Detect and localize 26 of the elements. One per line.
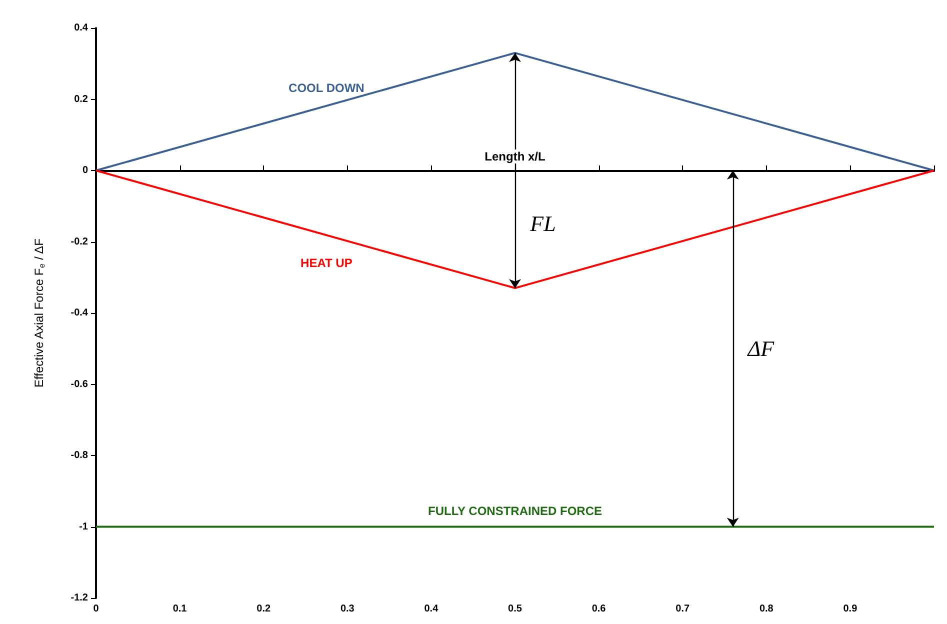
annotation: ΔF bbox=[746, 336, 775, 362]
x-tick-label: 0.8 bbox=[759, 604, 774, 614]
y-tick-label: -0.8 bbox=[70, 450, 88, 461]
y-tick-label: -0.2 bbox=[70, 236, 88, 248]
y-tick-label: 0.4 bbox=[74, 22, 88, 34]
x-tick-label: 0.1 bbox=[172, 604, 188, 614]
series-label: HEAT UP bbox=[300, 256, 352, 270]
x-tick-label: 0.9 bbox=[843, 604, 858, 614]
x-tick-label: 0.4 bbox=[424, 604, 439, 614]
x-tick-label: 0.7 bbox=[676, 604, 690, 614]
y-tick-label: -1 bbox=[79, 521, 88, 532]
y-tick-label: 0.2 bbox=[74, 94, 88, 105]
y-tick-label: -1.2 bbox=[70, 592, 88, 604]
x-tick-label: 0.5 bbox=[508, 604, 522, 614]
y-tick-label: 0 bbox=[82, 165, 88, 176]
y-tick-label: -0.4 bbox=[70, 308, 88, 318]
x-tick-label: 0.3 bbox=[340, 604, 355, 614]
x-tick-label: 0.6 bbox=[592, 604, 606, 614]
y-axis-title: Effective Axial Force Fe / ΔF bbox=[32, 238, 46, 388]
x-axis-title: Length x/L bbox=[484, 150, 546, 164]
series-label: FULLY CONSTRAINED FORCE bbox=[428, 504, 602, 518]
x-tick-label: 0.2 bbox=[256, 604, 271, 614]
series-label: COOL DOWN bbox=[288, 80, 364, 95]
y-tick-label: -0.6 bbox=[70, 378, 88, 390]
x-tick-label: 0 bbox=[93, 604, 100, 614]
annotation: FL bbox=[529, 210, 556, 236]
